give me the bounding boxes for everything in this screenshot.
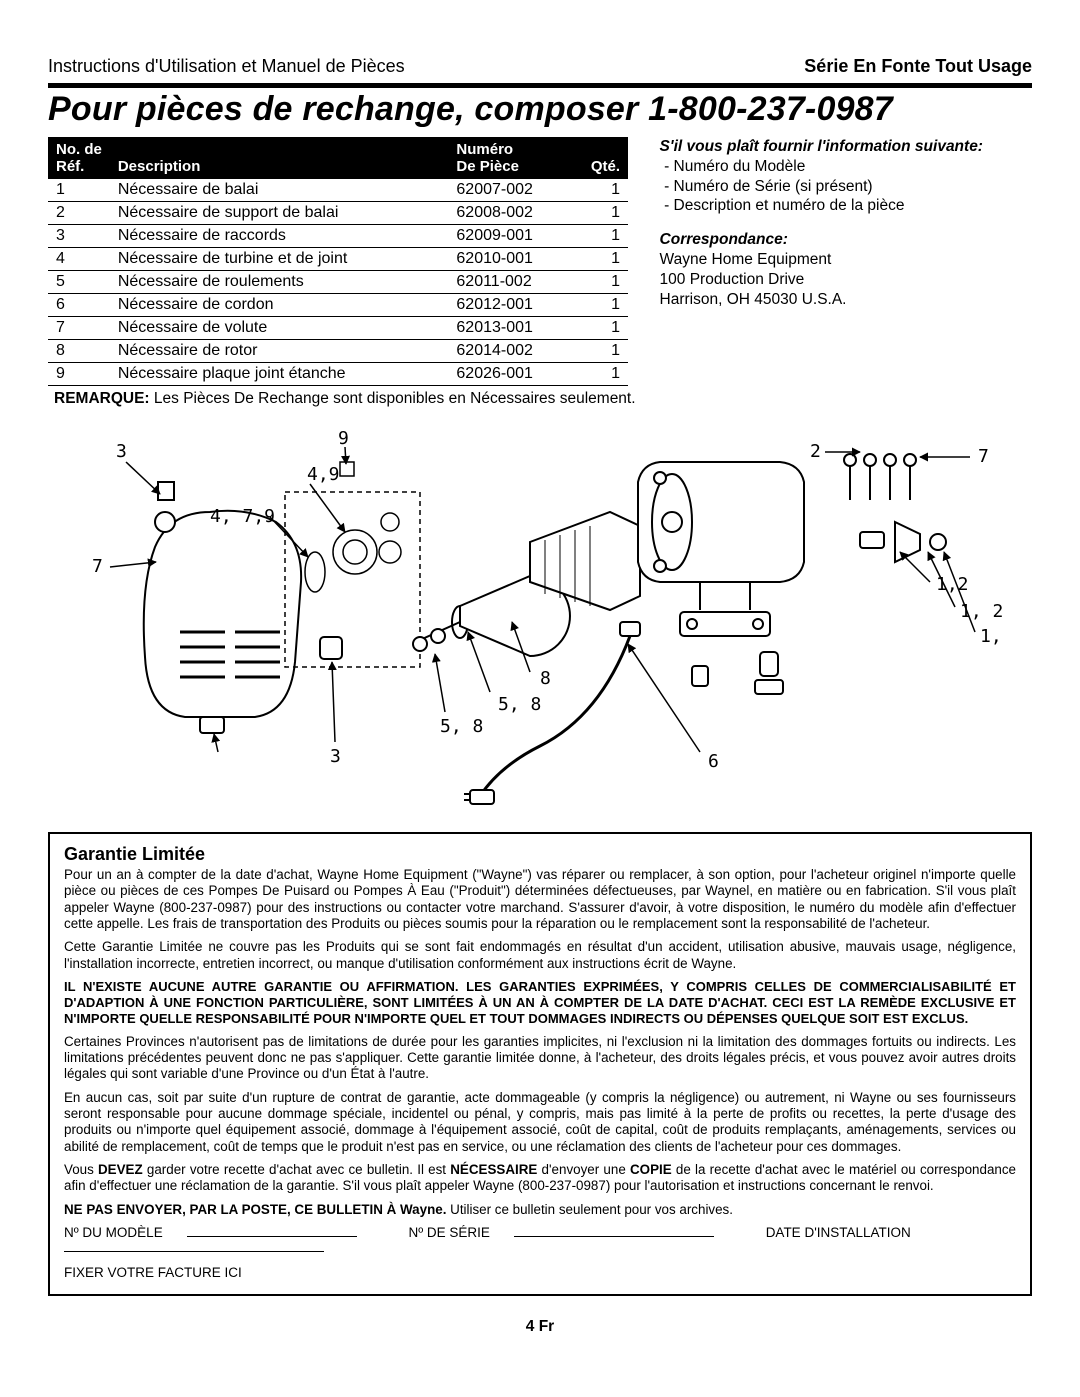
header-rule — [48, 83, 1032, 88]
svg-text:4,9: 4,9 — [307, 464, 340, 485]
warranty-p7: NE PAS ENVOYER, PAR LA POSTE, CE BULLETI… — [64, 1202, 1016, 1218]
svg-text:5, 8: 5, 8 — [440, 716, 483, 737]
table-row: 3Nécessaire de raccords62009-0011 — [48, 225, 628, 248]
header-right: Série En Fonte Tout Usage — [804, 56, 1032, 77]
info-addr2: 100 Production Drive — [660, 270, 1032, 290]
warranty-p4: Certaines Provinces n'autorisent pas de … — [64, 1034, 1016, 1083]
th-ref: No. de Réf. — [48, 137, 110, 179]
remark-text: Les Pièces De Rechange sont disponibles … — [154, 390, 636, 407]
svg-text:8: 8 — [540, 668, 551, 689]
warranty-title: Garantie Limitée — [64, 844, 1016, 865]
remark-label: REMARQUE: — [54, 390, 150, 407]
info-addr3: Harrison, OH 45030 U.S.A. — [660, 290, 1032, 310]
exploded-diagram: 3 9 4,9 4, 7,9 7 3 5, 8 5, 8 8 6 2 7 1,2… — [60, 422, 1020, 822]
table-row: 2Nécessaire de support de balai62008-002… — [48, 202, 628, 225]
warranty-box: Garantie Limitée Pour un an à compter de… — [48, 832, 1032, 1296]
header-bar: Instructions d'Utilisation et Manuel de … — [48, 56, 1032, 77]
list-item: Description et numéro de la pièce — [674, 196, 1032, 216]
table-row: 1Nécessaire de balai62007-0021 — [48, 179, 628, 202]
parts-table: No. de Réf. Description Numéro De Pièce … — [48, 137, 628, 386]
info-list: Numéro du ModèleNuméro de Série (si prés… — [660, 157, 1032, 216]
warranty-p2: Cette Garantie Limitée ne couvre pas les… — [64, 939, 1016, 972]
svg-text:1, 2: 1, 2 — [960, 601, 1003, 622]
header-left: Instructions d'Utilisation et Manuel de … — [48, 56, 405, 77]
svg-text:4, 7,9: 4, 7,9 — [210, 506, 275, 527]
svg-text:6: 6 — [708, 751, 719, 772]
warranty-fields: Nº DU MODÈLE Nº DE SÉRIE DATE D'INSTALLA… — [64, 1225, 1016, 1280]
table-row: 4Nécessaire de turbine et de joint62010-… — [48, 248, 628, 271]
info-addr1: Wayne Home Equipment — [660, 250, 1032, 270]
list-item: Numéro du Modèle — [674, 157, 1032, 177]
remark: REMARQUE: Les Pièces De Rechange sont di… — [48, 386, 642, 418]
list-item: Numéro de Série (si présent) — [674, 177, 1032, 197]
th-desc: Description — [110, 137, 449, 179]
headline: Pour pièces de rechange, composer 1-800-… — [48, 90, 1032, 129]
svg-text:2: 2 — [810, 441, 821, 462]
info-intro: S'il vous plaît fournir l'information su… — [660, 137, 1032, 157]
svg-text:1,: 1, — [980, 626, 1002, 647]
table-row: 9Nécessaire plaque joint étanche62026-00… — [48, 363, 628, 386]
warranty-p3: IL N'EXISTE AUCUNE AUTRE GARANTIE OU AFF… — [64, 979, 1016, 1027]
corr-label: Correspondance: — [660, 230, 1032, 250]
svg-text:7: 7 — [978, 446, 989, 467]
svg-text:5, 8: 5, 8 — [498, 694, 541, 715]
info-block: S'il vous plaît fournir l'information su… — [660, 137, 1032, 418]
svg-text:3: 3 — [330, 746, 341, 767]
warranty-p6: Vous DEVEZ garder votre recette d'achat … — [64, 1162, 1016, 1195]
table-row: 8Nécessaire de rotor62014-0021 — [48, 340, 628, 363]
svg-text:3: 3 — [116, 441, 127, 462]
svg-text:7: 7 — [92, 556, 103, 577]
warranty-p1: Pour un an à compter de la date d'achat,… — [64, 867, 1016, 932]
svg-text:1,2: 1,2 — [936, 574, 969, 595]
page-number: 4 Fr — [48, 1318, 1032, 1336]
th-num: Numéro De Pièce — [448, 137, 576, 179]
th-qty: Qté. — [576, 137, 628, 179]
warranty-p5: En aucun cas, soit par suite d'un ruptur… — [64, 1090, 1016, 1155]
table-row: 5Nécessaire de roulements62011-0021 — [48, 271, 628, 294]
svg-text:9: 9 — [338, 428, 349, 449]
table-row: 7Nécessaire de volute62013-0011 — [48, 317, 628, 340]
table-row: 6Nécessaire de cordon62012-0011 — [48, 294, 628, 317]
